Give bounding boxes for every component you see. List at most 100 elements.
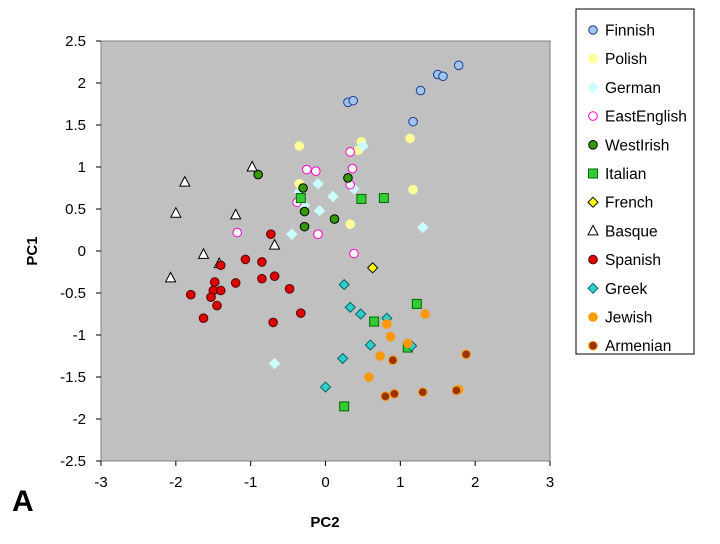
y-tick-label: 0 [78,243,86,260]
legend-marker [587,282,599,295]
legend-marker [588,168,598,179]
data-point [286,228,298,240]
data-point [215,260,226,271]
legend-marker [588,25,598,35]
x-tick-label: 0 [321,474,329,491]
data-point [388,355,398,366]
x-tick-label: -3 [94,474,107,491]
data-point [337,352,349,365]
legend-label: Jewish [605,310,652,327]
data-point [366,262,379,274]
legend-item: German [587,80,661,97]
legend-marker [588,340,598,351]
data-point [453,60,464,71]
legend-label: Polish [605,51,647,68]
data-point [349,248,359,259]
legend-item: Polish [588,51,647,68]
series-basque [164,160,281,283]
y-tick-label: -0.5 [60,285,86,302]
series-french [366,262,379,274]
data-point [343,173,353,183]
legend-marker [588,312,598,322]
legend-label: French [605,195,653,212]
y-tick-label: 1 [78,159,86,176]
legend-item: Greek [587,281,647,298]
data-point [347,163,358,174]
data-point [364,372,374,382]
data-point [246,160,258,172]
data-point [339,401,350,412]
data-point [451,385,462,396]
data-point [294,141,305,151]
data-point [198,313,209,324]
data-point [312,178,324,190]
legend-box [575,8,695,355]
x-tick-label: 2 [471,474,479,491]
data-point [405,133,415,144]
y-tick-label: -1.5 [60,369,86,386]
data-point [327,190,339,203]
x-axis-title: PC2 [310,514,339,531]
legend-label: Basque [605,223,658,240]
series-greek [319,278,418,393]
data-points [164,60,471,412]
x-tick-label: 3 [546,474,554,491]
data-point [301,164,312,175]
legend-marker [587,224,599,236]
data-point [178,175,191,187]
legend-label: German [605,80,661,97]
y-tick-label: 2 [78,75,86,92]
y-tick-label: -2.5 [60,453,86,470]
data-point [197,247,210,259]
data-point [268,238,281,250]
data-point [253,169,263,180]
data-point [415,85,426,96]
y-tick-label: -1 [73,327,86,344]
data-point [356,193,367,204]
legend-item: Basque [587,223,658,240]
data-point [380,391,391,402]
data-point [417,387,428,397]
data-point [299,206,310,217]
series-westirish [253,169,353,232]
data-point [215,285,226,296]
data-point [408,184,418,195]
data-point [269,271,280,282]
legend-label: EastEnglish [605,109,687,126]
legend-label: Finnish [605,23,655,40]
data-point [420,309,430,319]
data-point [344,301,356,313]
series-german [268,140,429,370]
data-point [299,221,310,232]
data-point [209,277,220,287]
data-point [357,140,369,152]
data-point [385,331,396,342]
y-tick-label: -2 [73,411,86,428]
data-point [338,278,350,291]
y-tick-label: 1.5 [65,117,86,134]
data-point [240,254,251,265]
x-tick-label: -1 [244,474,257,491]
plot-area [100,40,551,462]
data-point [206,292,216,303]
data-point [313,204,326,217]
panel-letter: A [12,485,34,518]
data-point [170,206,182,218]
series-armenian [380,349,471,402]
data-point [348,95,358,106]
data-point [369,316,380,327]
data-point [298,183,308,193]
legend-item: Finnish [588,23,655,40]
series-finnish [343,60,464,127]
legend-item: EastEnglish [588,109,687,126]
axes: -3 -2 -1 0 1 2 3 -2.5 -2 -1.5 -1 -0.5 0 0.5 1 1.5 2 2.5 [60,33,554,491]
data-point [438,71,448,82]
data-point [266,229,276,239]
data-point [257,273,267,284]
data-point [461,349,471,360]
data-point [408,116,418,127]
data-point [296,308,306,318]
x-tick-label: -2 [169,474,182,491]
legend-marker [587,81,599,94]
